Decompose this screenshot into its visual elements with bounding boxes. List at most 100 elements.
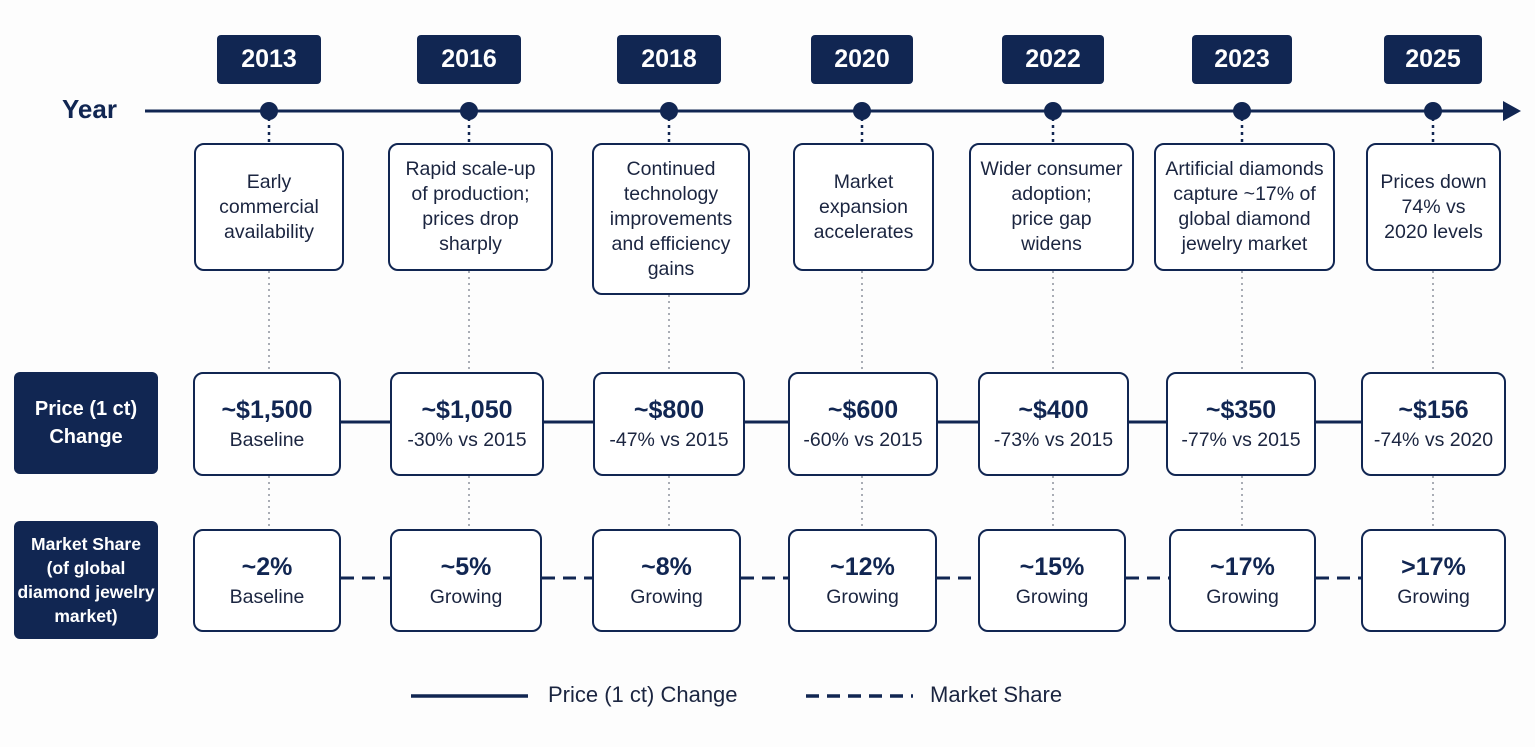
- event-box: Continued technology improvements and effic…: [592, 143, 750, 295]
- market-share-note: Growing: [1206, 585, 1279, 608]
- event-text-line: accelerates: [813, 220, 914, 243]
- market-share-note: Growing: [1015, 585, 1089, 608]
- price-change-note: Baseline: [229, 429, 305, 451]
- market-share-value: ~2%: [241, 552, 293, 581]
- price-box: ~$1,050 -30% vs 2015: [390, 372, 544, 476]
- price-row-label: Price (1 ct) Change: [14, 372, 158, 474]
- price-box: ~$800 -47% vs 2015: [593, 372, 745, 476]
- market-share-value: ~15%: [1019, 552, 1085, 581]
- price-change-note: -73% vs 2015: [993, 429, 1114, 451]
- event-text-line: and efficiency: [611, 232, 731, 255]
- event-text-line: technology: [623, 182, 719, 205]
- event-text-line: Market: [833, 170, 894, 193]
- event-text-line: Early: [246, 170, 292, 193]
- price-value: ~$156: [1398, 396, 1469, 424]
- market-share-box: >17% Growing: [1361, 529, 1506, 632]
- market-share-note: Growing: [630, 585, 703, 608]
- event-box: Wider consumer adoption; price gap widens: [969, 143, 1134, 271]
- event-text-line: widens: [1021, 233, 1082, 255]
- price-value: ~$1,050: [421, 396, 513, 424]
- event-text-line: adoption;: [1011, 183, 1092, 205]
- price-row-label-line-2: Change: [49, 426, 123, 448]
- event-text-line: Artificial diamonds: [1165, 158, 1324, 180]
- market-share-box: ~15% Growing: [978, 529, 1126, 632]
- market-share-value: ~12%: [830, 552, 895, 581]
- event-box: Artificial diamonds capture ~17% of global…: [1154, 143, 1335, 271]
- event-text-line: Continued: [626, 157, 716, 180]
- price-value: ~$800: [633, 396, 705, 424]
- timeline-dot: [260, 102, 278, 120]
- year-axis-label: Year: [62, 94, 117, 124]
- market-share-note: Growing: [1397, 585, 1470, 608]
- share-row-label-line-3: diamond jewelry: [17, 582, 155, 602]
- timeline-dot: [1233, 102, 1251, 120]
- event-text-line: Wider consumer: [980, 158, 1123, 180]
- event-box: Rapid scale-up of production; prices drop s…: [388, 143, 553, 271]
- market-share-box: ~2% Baseline: [193, 529, 341, 632]
- timeline-arrow-icon: [1503, 101, 1521, 121]
- event-text-line: 2020 levels: [1384, 220, 1483, 243]
- market-share-value: >17%: [1401, 552, 1466, 581]
- event-text-line: capture ~17% of: [1173, 183, 1316, 205]
- market-share-value: ~5%: [440, 552, 492, 581]
- year-badge: 2018: [617, 35, 721, 84]
- timeline-dot: [460, 102, 478, 120]
- event-text-line: sharply: [439, 233, 502, 255]
- timeline-dot: [1424, 102, 1442, 120]
- year-badge: 2023: [1192, 35, 1292, 84]
- year-badge: 2016: [417, 35, 521, 84]
- timeline-dot: [660, 102, 678, 120]
- event-text-line: prices drop: [422, 208, 519, 230]
- timeline-dot: [1044, 102, 1062, 120]
- price-box: ~$1,500 Baseline: [193, 372, 341, 476]
- legend-price-label: Price (1 ct) Change: [548, 682, 738, 707]
- share-row-label-line-2: (of global: [46, 558, 126, 578]
- price-value: ~$400: [1018, 396, 1089, 424]
- market-share-note: Baseline: [229, 585, 305, 608]
- legend-share-label: Market Share: [930, 682, 1063, 707]
- price-change-note: -47% vs 2015: [609, 429, 729, 451]
- price-change-note: -30% vs 2015: [407, 429, 527, 451]
- market-share-value: ~17%: [1210, 552, 1275, 581]
- market-share-value: ~8%: [641, 552, 692, 581]
- market-share-note: Growing: [429, 585, 503, 608]
- event-text-line: 74% vs: [1401, 195, 1466, 218]
- share-row-label-line-4: market): [54, 606, 118, 626]
- price-box: ~$350 -77% vs 2015: [1166, 372, 1316, 476]
- event-text-line: jewelry market: [1181, 233, 1308, 255]
- share-row-label: Market Share (of global diamond jewelry …: [14, 521, 158, 639]
- price-row-label-line-1: Price (1 ct): [34, 398, 138, 420]
- timeline-dot: [853, 102, 871, 120]
- price-box: ~$600 -60% vs 2015: [788, 372, 938, 476]
- event-box: Market expansion accelerates: [793, 143, 934, 271]
- price-box: ~$400 -73% vs 2015: [978, 372, 1129, 476]
- market-share-box: ~17% Growing: [1169, 529, 1316, 632]
- year-badge: 2020: [811, 35, 913, 84]
- event-text-line: improvements: [609, 207, 733, 230]
- year-badge: 2025: [1384, 35, 1482, 84]
- share-row-label-line-1: Market Share: [31, 534, 141, 554]
- event-text-line: expansion: [819, 195, 908, 218]
- event-text-line: price gap: [1011, 208, 1092, 230]
- event-text-line: availability: [224, 220, 314, 243]
- price-change-note: -60% vs 2015: [803, 429, 923, 451]
- price-value: ~$600: [827, 396, 899, 424]
- event-box: Early commercial availability: [194, 143, 344, 271]
- price-value: ~$1,500: [221, 396, 313, 424]
- event-text-line: commercial: [219, 195, 319, 218]
- event-text-line: global diamond: [1178, 208, 1311, 230]
- event-box: Prices down 74% vs 2020 levels: [1366, 143, 1501, 271]
- event-text-line: gains: [647, 257, 695, 280]
- market-share-box: ~5% Growing: [390, 529, 542, 632]
- price-value: ~$350: [1205, 396, 1277, 424]
- price-change-note: -74% vs 2020: [1373, 429, 1494, 451]
- price-box: ~$156 -74% vs 2020: [1361, 372, 1506, 476]
- event-text-line: Rapid scale-up: [405, 158, 536, 180]
- market-share-box: ~8% Growing: [592, 529, 741, 632]
- market-share-note: Growing: [826, 585, 899, 608]
- year-badge: 2013: [217, 35, 321, 84]
- price-change-note: -77% vs 2015: [1181, 429, 1301, 451]
- year-badge: 2022: [1002, 35, 1104, 84]
- market-share-box: ~12% Growing: [788, 529, 937, 632]
